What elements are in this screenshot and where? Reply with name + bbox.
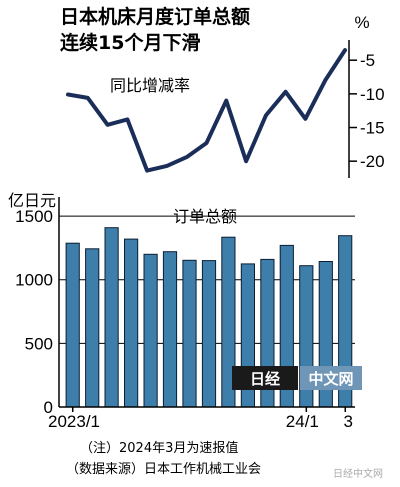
chart-title-line1: 日本机床月度订单总额 xyxy=(60,5,250,28)
bar-y-tick-label: 0 xyxy=(44,398,53,417)
bar-y-tick-label: 1500 xyxy=(15,207,53,226)
bar-x-tick-label: 24/1 xyxy=(286,412,319,431)
bar xyxy=(85,248,100,408)
watermark-logo-text: 日经 xyxy=(250,370,280,388)
watermark-logo-box xyxy=(232,366,298,390)
bar xyxy=(201,260,217,408)
bar xyxy=(65,242,80,408)
bar-x-tick-label: 3 xyxy=(344,412,353,431)
line-y-tick-label: -15 xyxy=(360,119,385,138)
line-y-tick-label: -5 xyxy=(360,51,375,70)
bar-y-tick-label: 1000 xyxy=(15,271,53,290)
social-watermark: 日经中文网 xyxy=(333,467,383,480)
series-line xyxy=(66,48,347,173)
note-text: （注）2024年3月为速报值 xyxy=(80,440,238,456)
line-y-tick-label: -20 xyxy=(360,152,385,171)
watermark-site-box xyxy=(300,366,362,390)
bar-unit-label: 亿日元 xyxy=(8,191,56,210)
bar xyxy=(124,238,139,408)
bar xyxy=(104,227,119,408)
line-chart: % 同比增减率 -5 -10 -15 -20 xyxy=(66,13,385,178)
bar xyxy=(143,253,158,408)
watermark: 日经 中文网 xyxy=(232,366,362,390)
bar-y-tick-label: 500 xyxy=(25,334,53,353)
bar-x-tick-label: 2023/1 xyxy=(48,412,100,431)
bar xyxy=(162,251,178,408)
chart-title-line2: 连续15个月下滑 xyxy=(60,31,200,54)
line-y-tick-label: -10 xyxy=(360,85,385,104)
watermark-site-text: 中文网 xyxy=(308,370,353,388)
source-text: （数据来源）日本工作机械工业会 xyxy=(66,462,261,477)
bar xyxy=(182,259,197,408)
line-unit-label: % xyxy=(354,13,369,32)
line-series-label: 同比增减率 xyxy=(110,76,190,95)
